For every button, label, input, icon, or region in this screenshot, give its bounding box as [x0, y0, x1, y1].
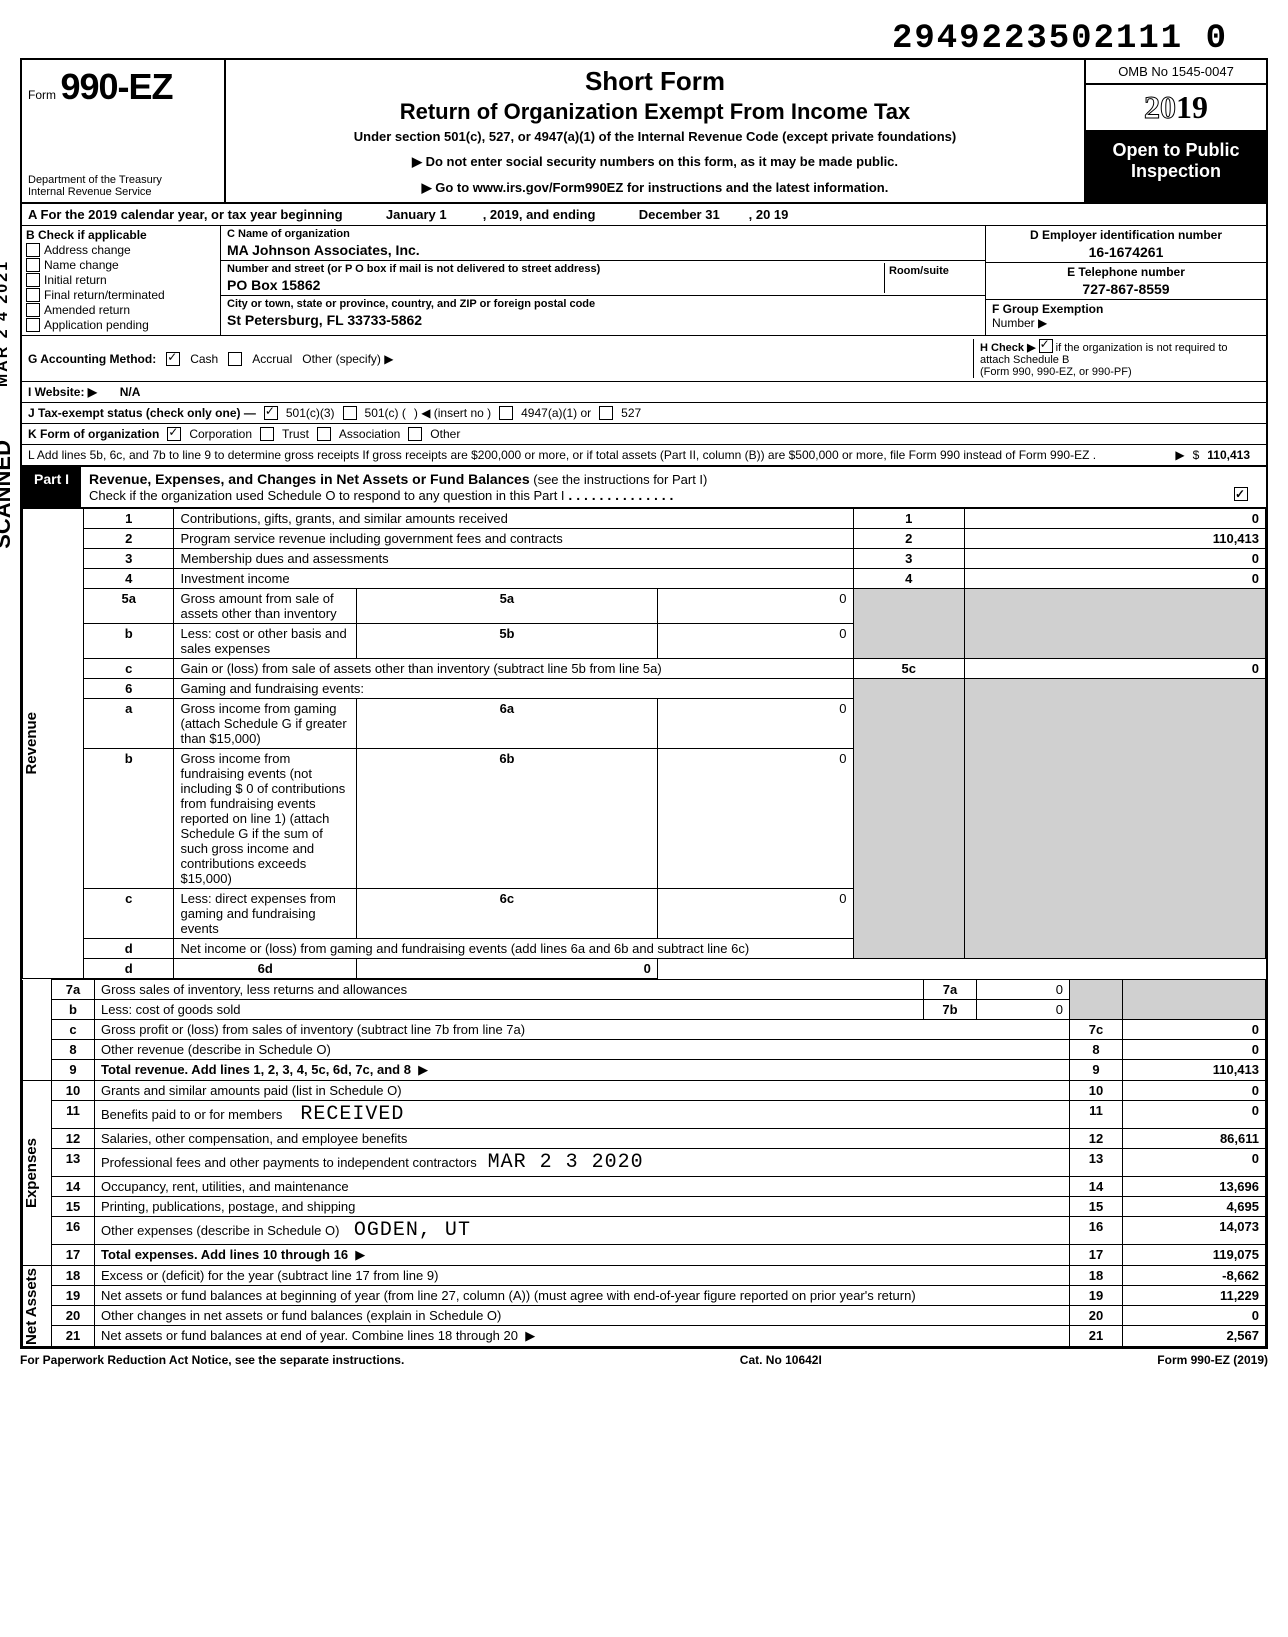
tax-exempt-row: J Tax-exempt status (check only one) — 5… — [22, 403, 1266, 424]
website-row: I Website: ▶ N/A — [22, 382, 1266, 403]
date-stamp: MAR 2 3 2020 — [488, 1151, 644, 1174]
form-header: Form 990-EZ Department of the Treasury I… — [22, 60, 1266, 204]
ssn-note: ▶ Do not enter social security numbers o… — [236, 154, 1074, 170]
chk-accrual[interactable] — [228, 352, 242, 366]
section-b-label: B Check if applicable — [26, 228, 216, 242]
gross-receipts-row: L Add lines 5b, 6c, and 7b to line 9 to … — [22, 445, 1266, 467]
top-doc-number: 2949223502111 0 — [20, 20, 1228, 58]
dept-treasury: Department of the Treasury — [28, 174, 162, 186]
financial-table-cont: 7aGross sales of inventory, less returns… — [22, 979, 1266, 1347]
vertical-date-stamp: MAR 2 4 2021 — [0, 260, 12, 387]
chk-association[interactable] — [317, 427, 331, 441]
part1-label: Part I — [22, 467, 81, 507]
expenses-section-label: Expenses — [23, 1138, 40, 1208]
website-note: ▶ Go to www.irs.gov/Form990EZ for instru… — [236, 180, 1074, 196]
chk-schedule-o[interactable] — [1234, 487, 1248, 501]
open-public-badge: Open to Public Inspection — [1086, 132, 1266, 202]
chk-corporation[interactable] — [167, 427, 181, 441]
chk-501c[interactable] — [343, 406, 357, 420]
tax-period-row: A For the 2019 calendar year, or tax yea… — [22, 204, 1266, 226]
netassets-section-label: Net Assets — [23, 1268, 40, 1345]
chk-4947[interactable] — [499, 406, 513, 420]
form-container: MAR 2 4 2021 SCANNED Form 990-EZ Departm… — [20, 58, 1268, 1349]
chk-other-org[interactable] — [408, 427, 422, 441]
ein: 16-1674261 — [992, 244, 1260, 260]
chk-app-pending[interactable] — [26, 318, 40, 332]
omb-number: OMB No 1545-0047 — [1086, 60, 1266, 85]
accounting-row: G Accounting Method: Cash Accrual Other … — [22, 336, 1266, 382]
tax-year: 20201919 — [1086, 85, 1266, 132]
footer-right: Form 990-EZ (2019) — [1157, 1353, 1268, 1367]
org-address: PO Box 15862 — [227, 277, 884, 293]
chk-initial-return[interactable] — [26, 273, 40, 287]
section-c-label: C Name of organization — [227, 228, 979, 240]
vertical-scanned-stamp: SCANNED — [0, 440, 16, 549]
page-footer: For Paperwork Reduction Act Notice, see … — [20, 1349, 1268, 1371]
chk-name-change[interactable] — [26, 258, 40, 272]
chk-cash[interactable] — [166, 352, 180, 366]
form-prefix: Form — [28, 88, 56, 102]
phone: 727-867-8559 — [992, 281, 1260, 297]
org-name: MA Johnson Associates, Inc. — [227, 242, 979, 258]
form-number: 990-EZ — [60, 66, 172, 107]
org-city: St Petersburg, FL 33733-5862 — [227, 312, 979, 328]
return-title: Return of Organization Exempt From Incom… — [236, 99, 1074, 125]
footer-mid: Cat. No 10642I — [740, 1353, 822, 1367]
irs-label: Internal Revenue Service — [28, 186, 162, 198]
chk-amended[interactable] — [26, 303, 40, 317]
return-subtitle: Under section 501(c), 527, or 4947(a)(1)… — [236, 129, 1074, 144]
chk-527[interactable] — [599, 406, 613, 420]
short-form-title: Short Form — [236, 66, 1074, 97]
group-number: Number ▶ — [992, 316, 1260, 330]
section-e-label: E Telephone number — [992, 265, 1260, 279]
room-label: Room/suite — [889, 265, 949, 277]
chk-schedule-b[interactable] — [1039, 339, 1053, 353]
chk-trust[interactable] — [260, 427, 274, 441]
chk-501c3[interactable] — [264, 406, 278, 420]
org-form-row: K Form of organization Corporation Trust… — [22, 424, 1266, 445]
received-stamp: RECEIVED — [300, 1103, 404, 1126]
revenue-section-label: Revenue — [23, 712, 40, 775]
financial-table: Revenue 1Contributions, gifts, grants, a… — [22, 508, 1266, 979]
city-label: City or town, state or province, country… — [227, 298, 979, 310]
gross-receipts-amount: 110,413 — [1207, 448, 1260, 462]
section-f-label: F Group Exemption — [992, 302, 1260, 316]
chk-address-change[interactable] — [26, 243, 40, 257]
section-d-label: D Employer identification number — [992, 228, 1260, 242]
org-info-block: B Check if applicable Address change Nam… — [22, 226, 1266, 336]
addr-label: Number and street (or P O box if mail is… — [227, 263, 884, 275]
part1-header: Part I Revenue, Expenses, and Changes in… — [22, 467, 1266, 508]
footer-left: For Paperwork Reduction Act Notice, see … — [20, 1353, 404, 1367]
ogden-stamp: OGDEN, UT — [354, 1219, 471, 1242]
chk-final-return[interactable] — [26, 288, 40, 302]
